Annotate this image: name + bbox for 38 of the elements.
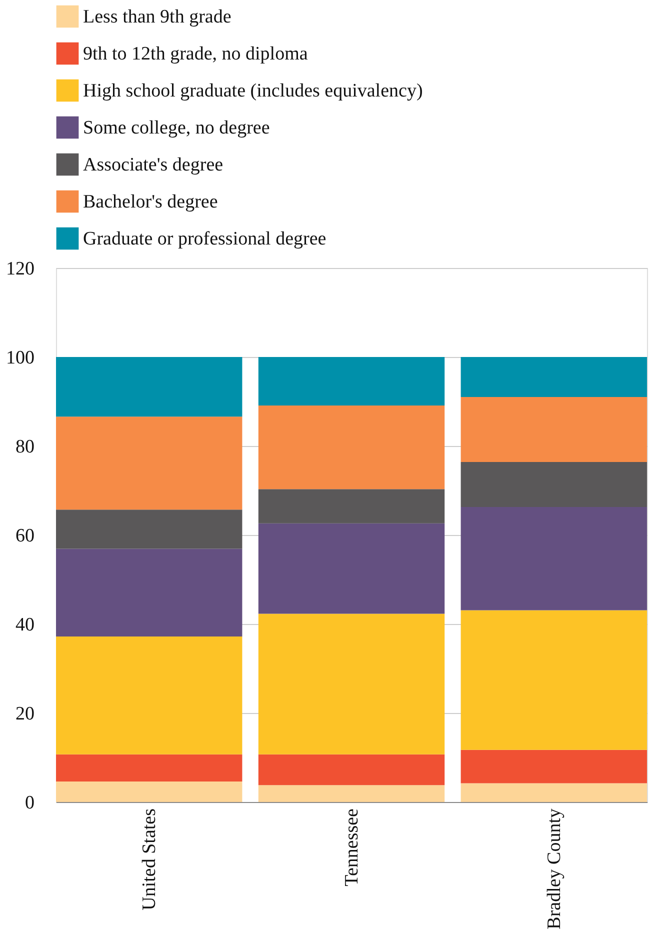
legend-label: High school graduate (includes equivalency) bbox=[83, 80, 423, 102]
bar bbox=[460, 750, 647, 784]
bar bbox=[460, 610, 647, 750]
bar bbox=[258, 523, 445, 614]
y-tick-label: 0 bbox=[25, 792, 34, 814]
bar bbox=[56, 416, 242, 510]
y-tick-label: 100 bbox=[6, 348, 34, 368]
y-tick-label: 60 bbox=[16, 526, 34, 546]
legend-label: Associate's degree bbox=[83, 154, 224, 176]
bar bbox=[460, 397, 647, 462]
bar bbox=[460, 357, 647, 398]
bar bbox=[56, 782, 242, 802]
legend-label: 9th to 12th grade, no diploma bbox=[83, 44, 308, 64]
legend-label: Less than 9th grade bbox=[83, 6, 232, 28]
bar bbox=[258, 489, 445, 524]
x-tick-label: Tennessee bbox=[342, 808, 362, 886]
y-tick-label: 20 bbox=[16, 704, 34, 724]
bar bbox=[460, 462, 647, 507]
bar bbox=[460, 783, 647, 802]
bar bbox=[56, 754, 242, 782]
bar bbox=[258, 785, 445, 802]
y-tick-label: 80 bbox=[16, 436, 34, 458]
x-tick-label: Bradley County bbox=[544, 808, 565, 930]
bar bbox=[258, 614, 445, 754]
x-tick-label: United States bbox=[139, 808, 160, 910]
bar bbox=[258, 406, 445, 490]
legend-label: Some college, no degree bbox=[83, 118, 270, 138]
y-tick-label: 40 bbox=[16, 614, 34, 636]
bar bbox=[56, 510, 242, 549]
bar bbox=[258, 754, 445, 786]
bar bbox=[56, 636, 242, 754]
bar bbox=[56, 357, 242, 417]
legend-label: Bachelor's degree bbox=[83, 192, 218, 212]
bar bbox=[56, 548, 242, 636]
bar bbox=[460, 506, 647, 610]
legend-label: Graduate or professional degree bbox=[83, 228, 326, 250]
y-tick-label: 120 bbox=[6, 258, 34, 280]
bar bbox=[258, 357, 445, 406]
